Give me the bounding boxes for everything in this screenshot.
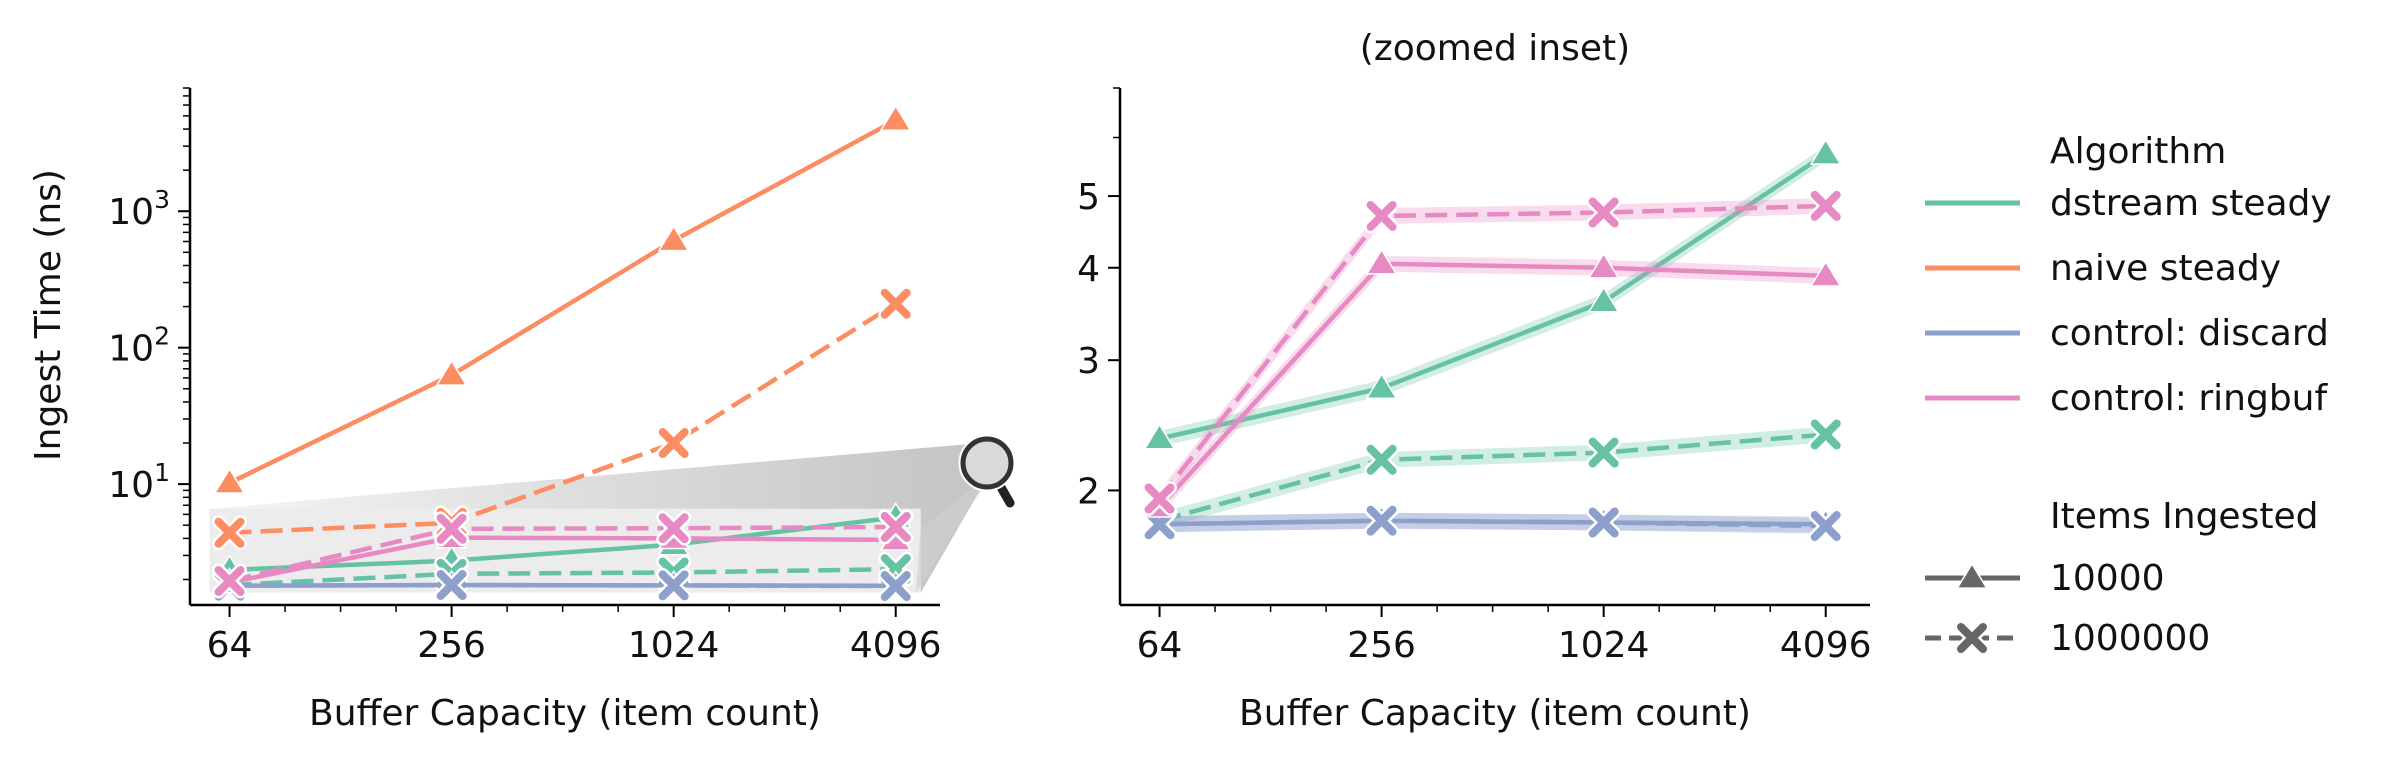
right-data-point (1586, 195, 1622, 231)
right-series-line (1157, 261, 1826, 509)
right-y-tick-label: 4 (1077, 249, 1100, 290)
left-data-point (878, 568, 914, 604)
right-x-tick-label: 1024 (1558, 625, 1650, 666)
right-data-point (1587, 286, 1620, 313)
right-data-point (1364, 198, 1400, 234)
right-data-point (1808, 508, 1844, 544)
zoom-callout-wedge-lower (915, 473, 992, 593)
legend-label: control: ringbuf (2050, 378, 2328, 419)
left-series-line (229, 566, 896, 588)
right-series-control-discard-1000000 (1142, 503, 1844, 544)
right-series-line (1159, 152, 1827, 441)
right-data-point (1809, 138, 1842, 165)
left-data-point (879, 104, 912, 131)
left-data-point (435, 359, 468, 386)
left-series-line (229, 524, 896, 584)
left-y-tick-label: 103 (108, 185, 170, 233)
left-series-line (229, 535, 896, 585)
left-data-point (656, 510, 692, 546)
left-chart-panel: Ingest Time (ns) Buffer Capacity (item c… (28, 87, 1016, 734)
left-x-tick-label: 64 (207, 625, 253, 666)
legend-label: 1000000 (2050, 618, 2210, 659)
left-x-tick-label: 256 (417, 625, 486, 666)
right-data-point (1808, 188, 1844, 224)
right-x-tick-label: 256 (1347, 625, 1416, 666)
left-series-naive-steady-10000 (213, 104, 912, 494)
right-data-point (1586, 435, 1622, 471)
right-confidence-band (1159, 512, 1826, 534)
left-data-point (212, 515, 248, 551)
left-data-point (212, 563, 248, 599)
right-chart-panel: (zoomed inset) Buffer Capacity (item cou… (1077, 28, 1871, 734)
legend-label: 10000 (2050, 558, 2165, 599)
right-y-tick-label: 3 (1077, 341, 1100, 382)
right-data-point (1142, 481, 1178, 517)
left-x-tick-label: 4096 (850, 625, 942, 666)
legend-item-items-10000: 10000 (1925, 558, 2165, 599)
left-series-line (229, 582, 896, 589)
left-x-axis-label: Buffer Capacity (item count) (309, 693, 821, 734)
left-y-tick-label: 101 (108, 458, 170, 506)
left-data-point (656, 425, 692, 461)
left-data-point (657, 225, 690, 252)
right-x-tick-label: 64 (1137, 625, 1183, 666)
left-series-line (229, 515, 897, 573)
right-x-tick-label: 4096 (1780, 625, 1872, 666)
left-data-point (878, 509, 914, 545)
left-series-line (229, 301, 897, 536)
legend: Algorithm Items Ingested dstream steady n… (1925, 131, 2332, 659)
right-y-tick-label: 5 (1077, 177, 1100, 218)
legend-item-dstream-steady: dstream steady (1925, 183, 2332, 224)
legend-algorithm-title: Algorithm (2050, 131, 2226, 172)
magnifier-icon (958, 434, 1016, 508)
right-data-point (1364, 442, 1400, 478)
legend-items-title: Items Ingested (2050, 496, 2318, 537)
right-series-line (1158, 432, 1826, 523)
right-series-line (1157, 203, 1826, 500)
left-x-tick-label: 1024 (628, 625, 720, 666)
right-series-control-ringbuf-1000000 (1142, 188, 1844, 517)
zoom-callout-wedge (209, 443, 987, 593)
right-confidence-band (1159, 255, 1826, 515)
right-data-point (1809, 260, 1842, 287)
left-data-point (656, 567, 692, 603)
right-data-point (1143, 423, 1176, 450)
right-data-point (1365, 372, 1398, 399)
legend-marker (1955, 562, 1989, 589)
right-plot-area: 64 256 1024 4096 2 3 4 5 (1077, 87, 1872, 666)
left-plot-area: 64 256 1024 4096 101 102 103 (108, 87, 1016, 666)
right-data-point (1586, 504, 1622, 540)
legend-item-items-1000000: 1000000 (1925, 618, 2210, 659)
legend-marker (1954, 620, 1990, 656)
right-chart-title: (zoomed inset) (1360, 28, 1630, 69)
legend-item-naive-steady: naive steady (1925, 248, 2281, 289)
left-data-point (434, 511, 470, 547)
right-series-control-ringbuf-10000 (1143, 248, 1842, 518)
right-y-tick-label: 2 (1077, 471, 1100, 512)
legend-item-control-discard: control: discard (1925, 313, 2329, 354)
legend-item-control-ringbuf: control: ringbuf (1925, 378, 2328, 419)
left-data-point (213, 467, 246, 494)
right-confidence-band (1159, 426, 1826, 529)
right-series-line (1159, 518, 1826, 529)
left-data-point (434, 567, 470, 603)
left-data-point (878, 286, 914, 322)
legend-label: control: discard (2050, 313, 2329, 354)
right-x-axis-label: Buffer Capacity (item count) (1239, 693, 1751, 734)
right-data-point (1587, 252, 1620, 279)
left-series-line (228, 118, 897, 485)
left-y-tick-label: 102 (108, 322, 170, 370)
left-y-axis-label: Ingest Time (ns) (28, 169, 69, 461)
right-data-point (1365, 248, 1398, 275)
right-data-point (1364, 503, 1400, 539)
right-data-point (1808, 417, 1844, 453)
legend-label: naive steady (2050, 248, 2281, 289)
legend-label: dstream steady (2050, 183, 2332, 224)
left-series-control-ringbuf-1000000 (212, 509, 914, 599)
